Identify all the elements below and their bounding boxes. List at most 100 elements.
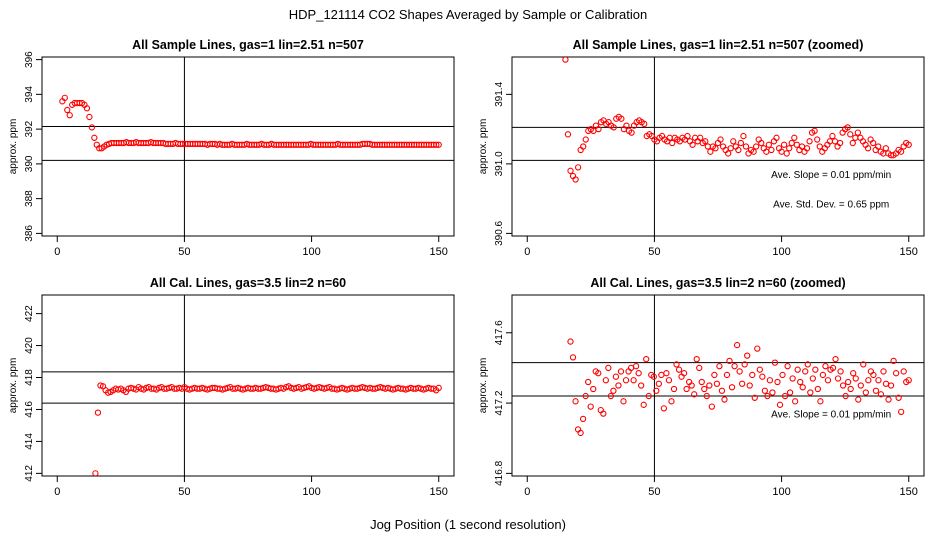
data-point bbox=[697, 134, 704, 141]
data-point bbox=[721, 396, 728, 403]
data-point bbox=[814, 385, 822, 393]
data-point bbox=[704, 143, 711, 150]
panel-annotation: Ave. Slope = 0.01 ppm/min bbox=[771, 170, 891, 181]
y-tick-label: 392 bbox=[24, 120, 35, 137]
data-point bbox=[741, 361, 748, 368]
x-tick-label: 50 bbox=[648, 246, 660, 258]
y-tick-label: 390.6 bbox=[494, 220, 505, 245]
data-point bbox=[582, 136, 589, 143]
data-point bbox=[567, 167, 574, 174]
data-point bbox=[673, 361, 680, 368]
data-point bbox=[857, 382, 864, 389]
data-point bbox=[786, 145, 793, 152]
data-point bbox=[66, 112, 73, 119]
data-point bbox=[733, 341, 741, 349]
data-point bbox=[854, 129, 862, 136]
data-point bbox=[702, 138, 709, 145]
data-point bbox=[668, 398, 675, 405]
data-point bbox=[885, 396, 892, 403]
y-tick-label: 420 bbox=[24, 337, 35, 354]
data-point bbox=[595, 125, 602, 133]
data-point bbox=[855, 396, 862, 403]
data-point bbox=[684, 132, 691, 140]
data-point bbox=[852, 375, 859, 382]
panel-2: All Sample Lines, gas=1 lin=2.51 n=507 (… bbox=[478, 38, 925, 258]
data-point bbox=[771, 359, 779, 366]
panel-annotation: Ave. Std. Dev. = 0.65 ppm bbox=[773, 199, 889, 210]
data-point bbox=[847, 385, 854, 393]
data-point bbox=[716, 363, 723, 370]
x-tick-label: 0 bbox=[524, 486, 530, 498]
data-point bbox=[728, 384, 736, 391]
plot-frame bbox=[511, 56, 925, 237]
plot-frame bbox=[41, 56, 455, 237]
y-tick-label: 418 bbox=[24, 369, 35, 386]
y-tick-label: 417.2 bbox=[494, 390, 505, 415]
data-point bbox=[582, 392, 589, 400]
data-point bbox=[799, 384, 806, 391]
data-point bbox=[774, 378, 781, 386]
data-point bbox=[875, 143, 882, 150]
data-point bbox=[641, 120, 648, 128]
data-point bbox=[769, 389, 776, 396]
x-tick-label: 150 bbox=[900, 486, 918, 498]
data-point bbox=[711, 371, 718, 379]
data-point bbox=[892, 370, 900, 377]
data-point bbox=[706, 382, 713, 389]
data-point bbox=[839, 382, 847, 389]
data-point bbox=[898, 408, 905, 416]
data-point bbox=[849, 139, 856, 147]
data-point bbox=[824, 377, 832, 384]
data-point bbox=[83, 105, 91, 112]
x-tick-label: 50 bbox=[648, 486, 660, 498]
data-point bbox=[776, 401, 784, 408]
data-point bbox=[433, 141, 440, 148]
data-point bbox=[61, 94, 68, 101]
data-point bbox=[643, 355, 650, 363]
data-point bbox=[765, 141, 773, 148]
panel-title: All Sample Lines, gas=1 lin=2.51 n=507 bbox=[132, 38, 364, 52]
data-point bbox=[804, 361, 811, 368]
data-point bbox=[600, 410, 607, 417]
data-point bbox=[572, 398, 579, 405]
data-point bbox=[580, 143, 587, 150]
data-point bbox=[794, 366, 801, 373]
data-point bbox=[831, 138, 839, 145]
data-point bbox=[94, 409, 102, 416]
data-point bbox=[612, 373, 620, 380]
panel-title: All Sample Lines, gas=1 lin=2.51 n=507 (… bbox=[573, 38, 864, 52]
data-point bbox=[735, 146, 742, 154]
data-point bbox=[579, 415, 587, 423]
data-point bbox=[817, 398, 824, 405]
data-point bbox=[900, 368, 907, 375]
data-point bbox=[713, 380, 721, 387]
y-tick-label: 388 bbox=[24, 190, 35, 207]
chart-panels: All Sample Lines, gas=1 lin=2.51 n=507 ap… bbox=[8, 38, 925, 498]
data-point bbox=[829, 364, 837, 372]
data-point bbox=[92, 470, 99, 476]
data-point bbox=[707, 148, 714, 155]
data-point bbox=[645, 392, 652, 400]
data-point bbox=[91, 134, 98, 141]
data-point bbox=[708, 403, 715, 410]
data-point bbox=[617, 368, 625, 375]
data-point bbox=[783, 150, 790, 157]
data-point bbox=[675, 366, 683, 373]
data-points bbox=[59, 94, 442, 152]
data-point bbox=[564, 131, 572, 138]
data-point bbox=[809, 375, 816, 382]
data-point bbox=[650, 373, 657, 380]
plot-frame bbox=[511, 294, 925, 477]
data-point bbox=[658, 371, 665, 379]
panel-y-axis-label: approx. ppm bbox=[478, 119, 489, 175]
x-tick-label: 100 bbox=[302, 486, 320, 498]
data-point bbox=[816, 143, 823, 150]
data-point bbox=[852, 134, 859, 141]
data-point bbox=[736, 368, 743, 375]
data-point bbox=[797, 378, 804, 386]
y-tick-label: 416 bbox=[24, 401, 35, 418]
data-point bbox=[812, 366, 819, 373]
data-point bbox=[660, 405, 668, 412]
data-point bbox=[746, 382, 753, 389]
